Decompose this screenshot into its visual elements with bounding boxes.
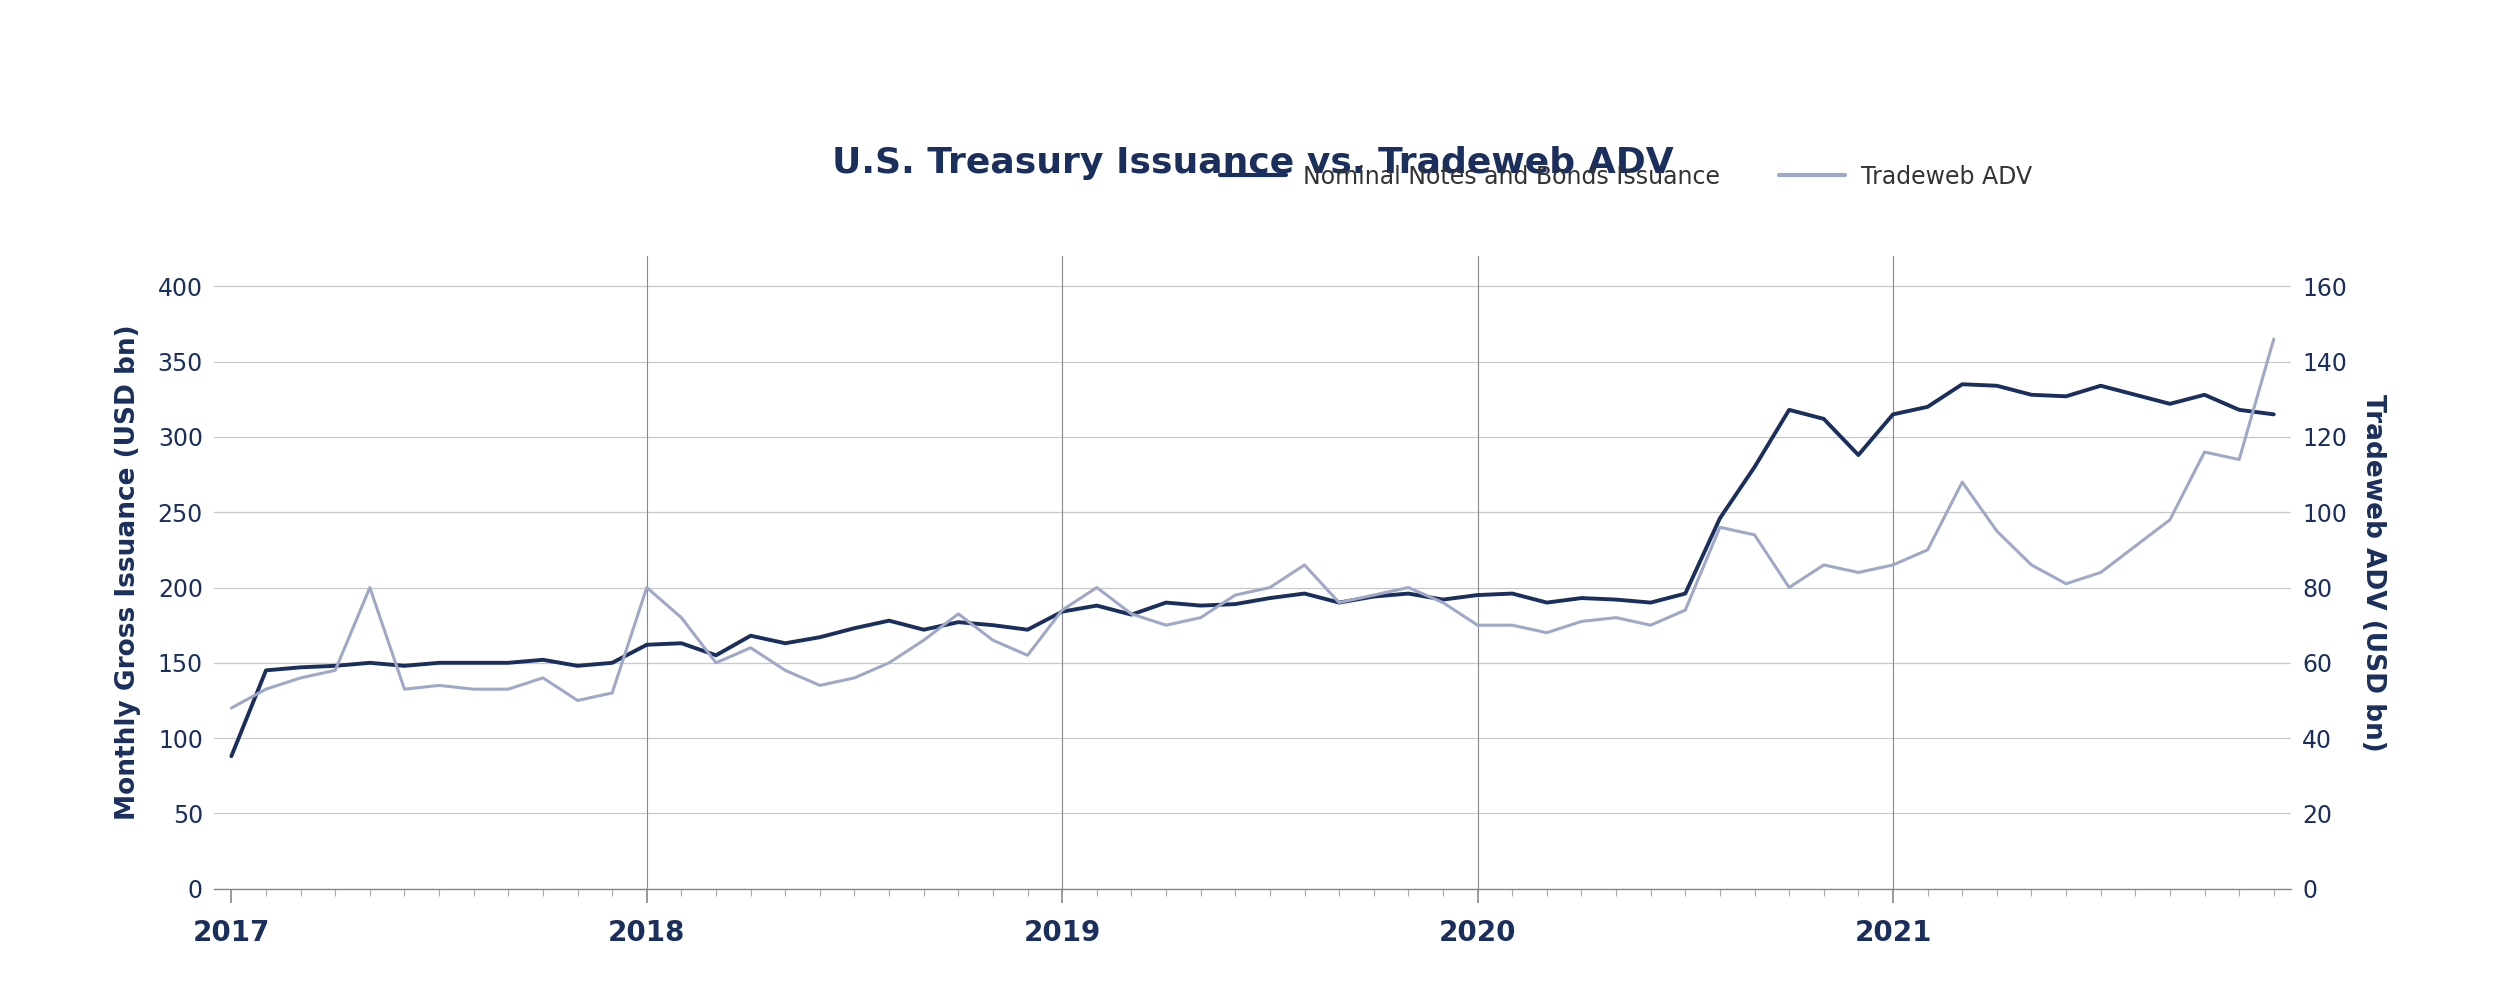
Tradeweb ADV xyxy=(1498,619,1528,631)
Tradeweb ADV xyxy=(873,657,903,669)
Nominal Notes and Bonds Issuance xyxy=(218,750,248,762)
Tradeweb ADV xyxy=(218,702,248,714)
Nominal Notes and Bonds Issuance xyxy=(563,660,593,672)
Legend: Nominal Notes and Bonds Issuance, Tradeweb ADV: Nominal Notes and Bonds Issuance, Tradew… xyxy=(1210,155,2041,198)
Nominal Notes and Bonds Issuance xyxy=(1498,587,1528,599)
Nominal Notes and Bonds Issuance xyxy=(873,615,903,627)
Tradeweb ADV xyxy=(908,634,938,646)
Title: U.S. Treasury Issuance vs. Tradeweb ADV: U.S. Treasury Issuance vs. Tradeweb ADV xyxy=(833,146,1673,180)
Nominal Notes and Bonds Issuance xyxy=(1948,378,1978,390)
Tradeweb ADV xyxy=(735,642,765,654)
Line: Nominal Notes and Bonds Issuance: Nominal Notes and Bonds Issuance xyxy=(233,384,2273,756)
Y-axis label: Monthly Gross Issuance (USD bn): Monthly Gross Issuance (USD bn) xyxy=(115,324,140,820)
Tradeweb ADV xyxy=(805,680,835,691)
Nominal Notes and Bonds Issuance xyxy=(805,631,835,643)
Y-axis label: Tradeweb ADV (USD bn): Tradeweb ADV (USD bn) xyxy=(2361,394,2386,751)
Nominal Notes and Bonds Issuance xyxy=(735,630,765,642)
Tradeweb ADV xyxy=(2258,333,2288,345)
Line: Tradeweb ADV: Tradeweb ADV xyxy=(233,339,2273,708)
Tradeweb ADV xyxy=(563,694,593,706)
Nominal Notes and Bonds Issuance xyxy=(908,624,938,636)
Nominal Notes and Bonds Issuance xyxy=(2258,409,2288,421)
